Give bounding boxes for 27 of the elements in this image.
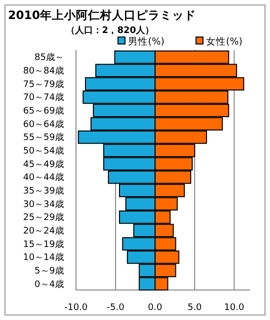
y-tick-label: 50～54歳	[23, 146, 64, 156]
x-tick-label: 10.0	[224, 303, 244, 313]
x-tick-label: -5.0	[106, 303, 125, 313]
y-tick-label: 45～49歳	[23, 158, 64, 170]
chart-subtitle: （人口：2，820人）	[66, 25, 154, 36]
y-tick-label: 40～44歳	[23, 172, 64, 184]
y-tick-label: 25～29歳	[23, 212, 64, 224]
legend-label: 女性(%)	[206, 36, 242, 48]
x-tick-label: -10.0	[64, 303, 88, 313]
y-tick-label: 35～39歳	[23, 186, 64, 196]
y-tick-label: 15～19歳	[23, 238, 64, 250]
y-tick-label: 5～9歳	[34, 266, 64, 276]
chart-title: 2010年上小阿仁村人口ピラミッド	[8, 8, 196, 22]
y-tick-label: 60～64歳	[23, 118, 64, 130]
y-tick-label: 10～14歳	[23, 252, 64, 264]
x-tick-label: 5.0	[187, 303, 202, 313]
y-tick-label: 0～4歳	[34, 278, 64, 290]
y-tick-label: 80～84歳	[23, 66, 64, 76]
y-tick-label: 55～59歳	[23, 132, 64, 144]
y-tick-label: 75～79歳	[23, 78, 64, 90]
y-tick-label: 85歳～	[34, 52, 64, 64]
x-tick-label: 0.0	[148, 303, 163, 313]
legend-label: 男性(%)	[128, 36, 164, 48]
y-tick-label: 30～34歳	[23, 198, 64, 210]
y-tick-label: 70～74歳	[23, 92, 64, 104]
y-tick-label: 20～24歳	[23, 226, 64, 236]
y-tick-label: 65～69歳	[23, 106, 64, 116]
